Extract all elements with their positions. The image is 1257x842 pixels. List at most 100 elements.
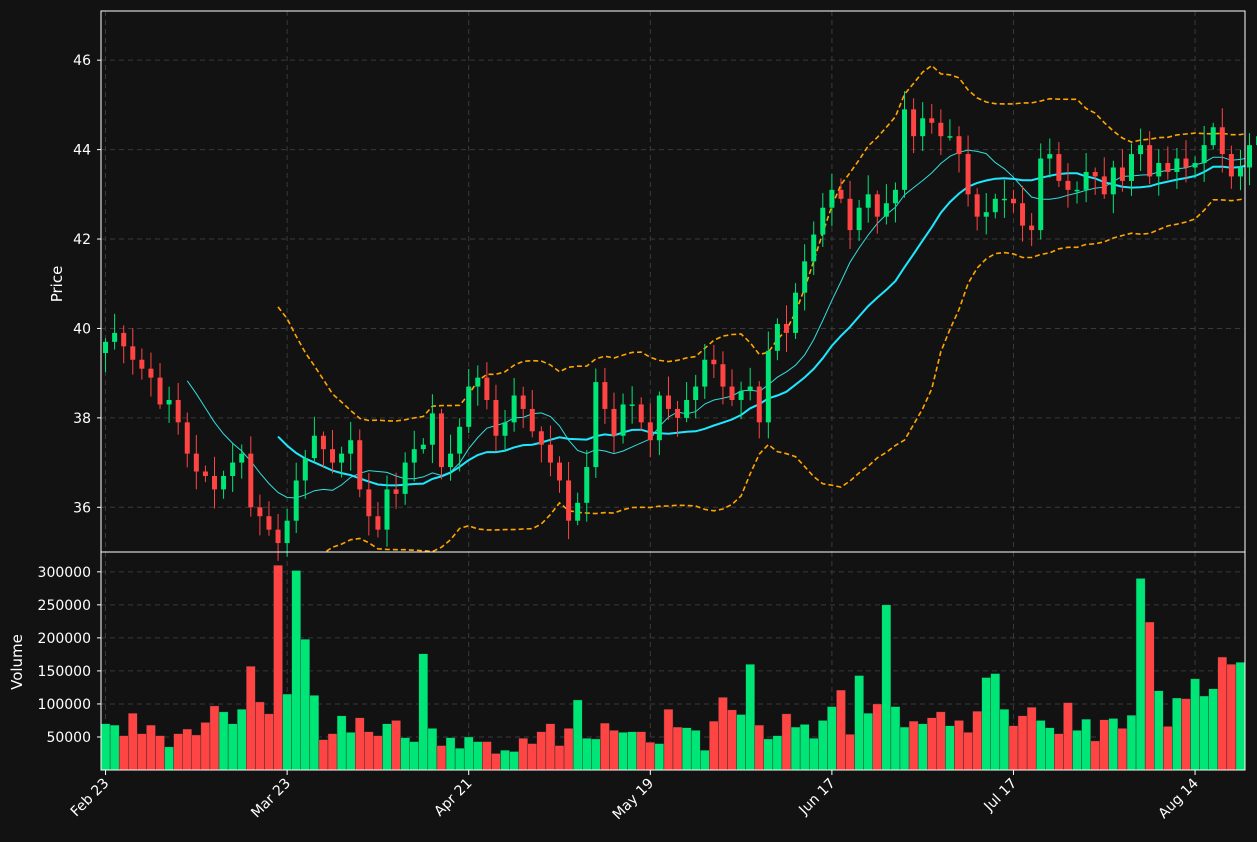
volume-tick-label: 150000 — [38, 664, 91, 680]
volume-bar — [100, 723, 111, 771]
volume-bar — [1045, 727, 1055, 771]
candle-body — [1092, 171, 1098, 177]
candle-body — [929, 118, 935, 123]
volume-y-axis: 50000 100000 150000 200000 250000 300000 — [38, 565, 101, 746]
candle-body — [747, 386, 753, 392]
volume-bar — [572, 699, 583, 771]
volume-bar — [818, 720, 828, 771]
volume-bar — [518, 738, 528, 771]
volume-bar — [672, 726, 683, 771]
volume-bar — [391, 720, 401, 771]
volume-bar — [282, 693, 292, 771]
volume-bar — [945, 725, 955, 771]
candle-body — [302, 458, 308, 481]
candle-body — [502, 422, 508, 436]
volume-bar — [1181, 698, 1191, 771]
candle-body — [1210, 127, 1216, 146]
volume-bar — [654, 743, 665, 771]
volume-bar — [373, 735, 383, 771]
volume-bar — [700, 749, 710, 771]
candle-body — [602, 382, 608, 409]
candle-body — [1237, 167, 1243, 177]
volume-bar — [436, 745, 447, 771]
volume-bar — [1081, 718, 1091, 771]
volume-bar — [763, 738, 774, 771]
volume-bar — [1190, 678, 1200, 771]
candle-body — [211, 475, 217, 490]
volume-bar — [1217, 656, 1228, 771]
candle-body — [1247, 145, 1253, 168]
candle-body — [829, 189, 835, 208]
candle-body — [112, 332, 118, 342]
candle-body — [593, 382, 599, 468]
volume-bar — [863, 712, 873, 771]
volume-bar — [990, 673, 1001, 771]
volume-bar — [409, 741, 419, 771]
candle-body — [838, 189, 844, 199]
candle-body — [611, 408, 617, 436]
volume-bar — [600, 722, 610, 771]
candle-body — [493, 399, 499, 436]
candle-body — [738, 391, 744, 400]
candle-body — [974, 194, 980, 217]
volume-bar — [718, 697, 728, 771]
price-tick-label: 40 — [73, 321, 91, 337]
volume-bar — [836, 689, 846, 771]
candle-body — [257, 507, 263, 517]
candle-body — [865, 194, 871, 208]
price-candles — [103, 91, 1257, 561]
candle-body — [756, 386, 762, 423]
volume-bar — [1126, 714, 1137, 771]
candle-body — [139, 359, 145, 369]
volume-bar — [618, 732, 628, 771]
candle-body — [774, 323, 780, 351]
volume-bar — [690, 730, 701, 771]
volume-bar — [445, 737, 456, 771]
candle-body — [629, 404, 635, 406]
candle-body — [384, 489, 390, 530]
candle-body — [1174, 158, 1180, 172]
volume-bar — [754, 724, 764, 771]
candle-body — [584, 467, 590, 503]
volume-bar — [845, 734, 855, 771]
candle-body — [438, 413, 444, 468]
candle-body — [557, 462, 563, 481]
volume-bar — [936, 711, 946, 771]
candle-body — [647, 422, 653, 441]
volume-bar — [509, 751, 519, 771]
candle-body — [330, 449, 336, 463]
volume-tick-label: 250000 — [38, 598, 91, 614]
candle-body — [902, 109, 908, 190]
volume-bar — [736, 714, 746, 771]
candle-body — [366, 489, 372, 517]
volume-bar — [264, 713, 274, 771]
volume-bar — [209, 705, 220, 771]
volume-bar — [1035, 720, 1046, 771]
candle-body — [466, 386, 472, 427]
candle-body — [729, 386, 735, 400]
candle-body — [1201, 145, 1207, 164]
candle-body — [339, 453, 345, 463]
candle-body — [475, 377, 481, 387]
volume-bar — [454, 748, 465, 771]
candle-body — [620, 404, 626, 436]
volume-bar — [890, 706, 901, 771]
volume-bar — [745, 664, 755, 771]
volume-bar — [1099, 719, 1110, 771]
volume-bar — [917, 723, 928, 771]
candle-body — [956, 136, 962, 155]
volume-bar — [291, 570, 301, 771]
candle-body — [411, 449, 417, 463]
volume-bar — [1154, 690, 1164, 771]
candle-body — [420, 444, 426, 450]
volume-bar — [854, 675, 864, 771]
candle-body — [248, 453, 254, 508]
volume-bar — [536, 731, 547, 771]
volume-bar — [1117, 728, 1128, 771]
candle-body — [429, 413, 435, 445]
volume-bar — [473, 741, 483, 771]
volume-bar — [218, 711, 229, 771]
candle-body — [221, 475, 227, 490]
candle-body — [275, 529, 281, 544]
